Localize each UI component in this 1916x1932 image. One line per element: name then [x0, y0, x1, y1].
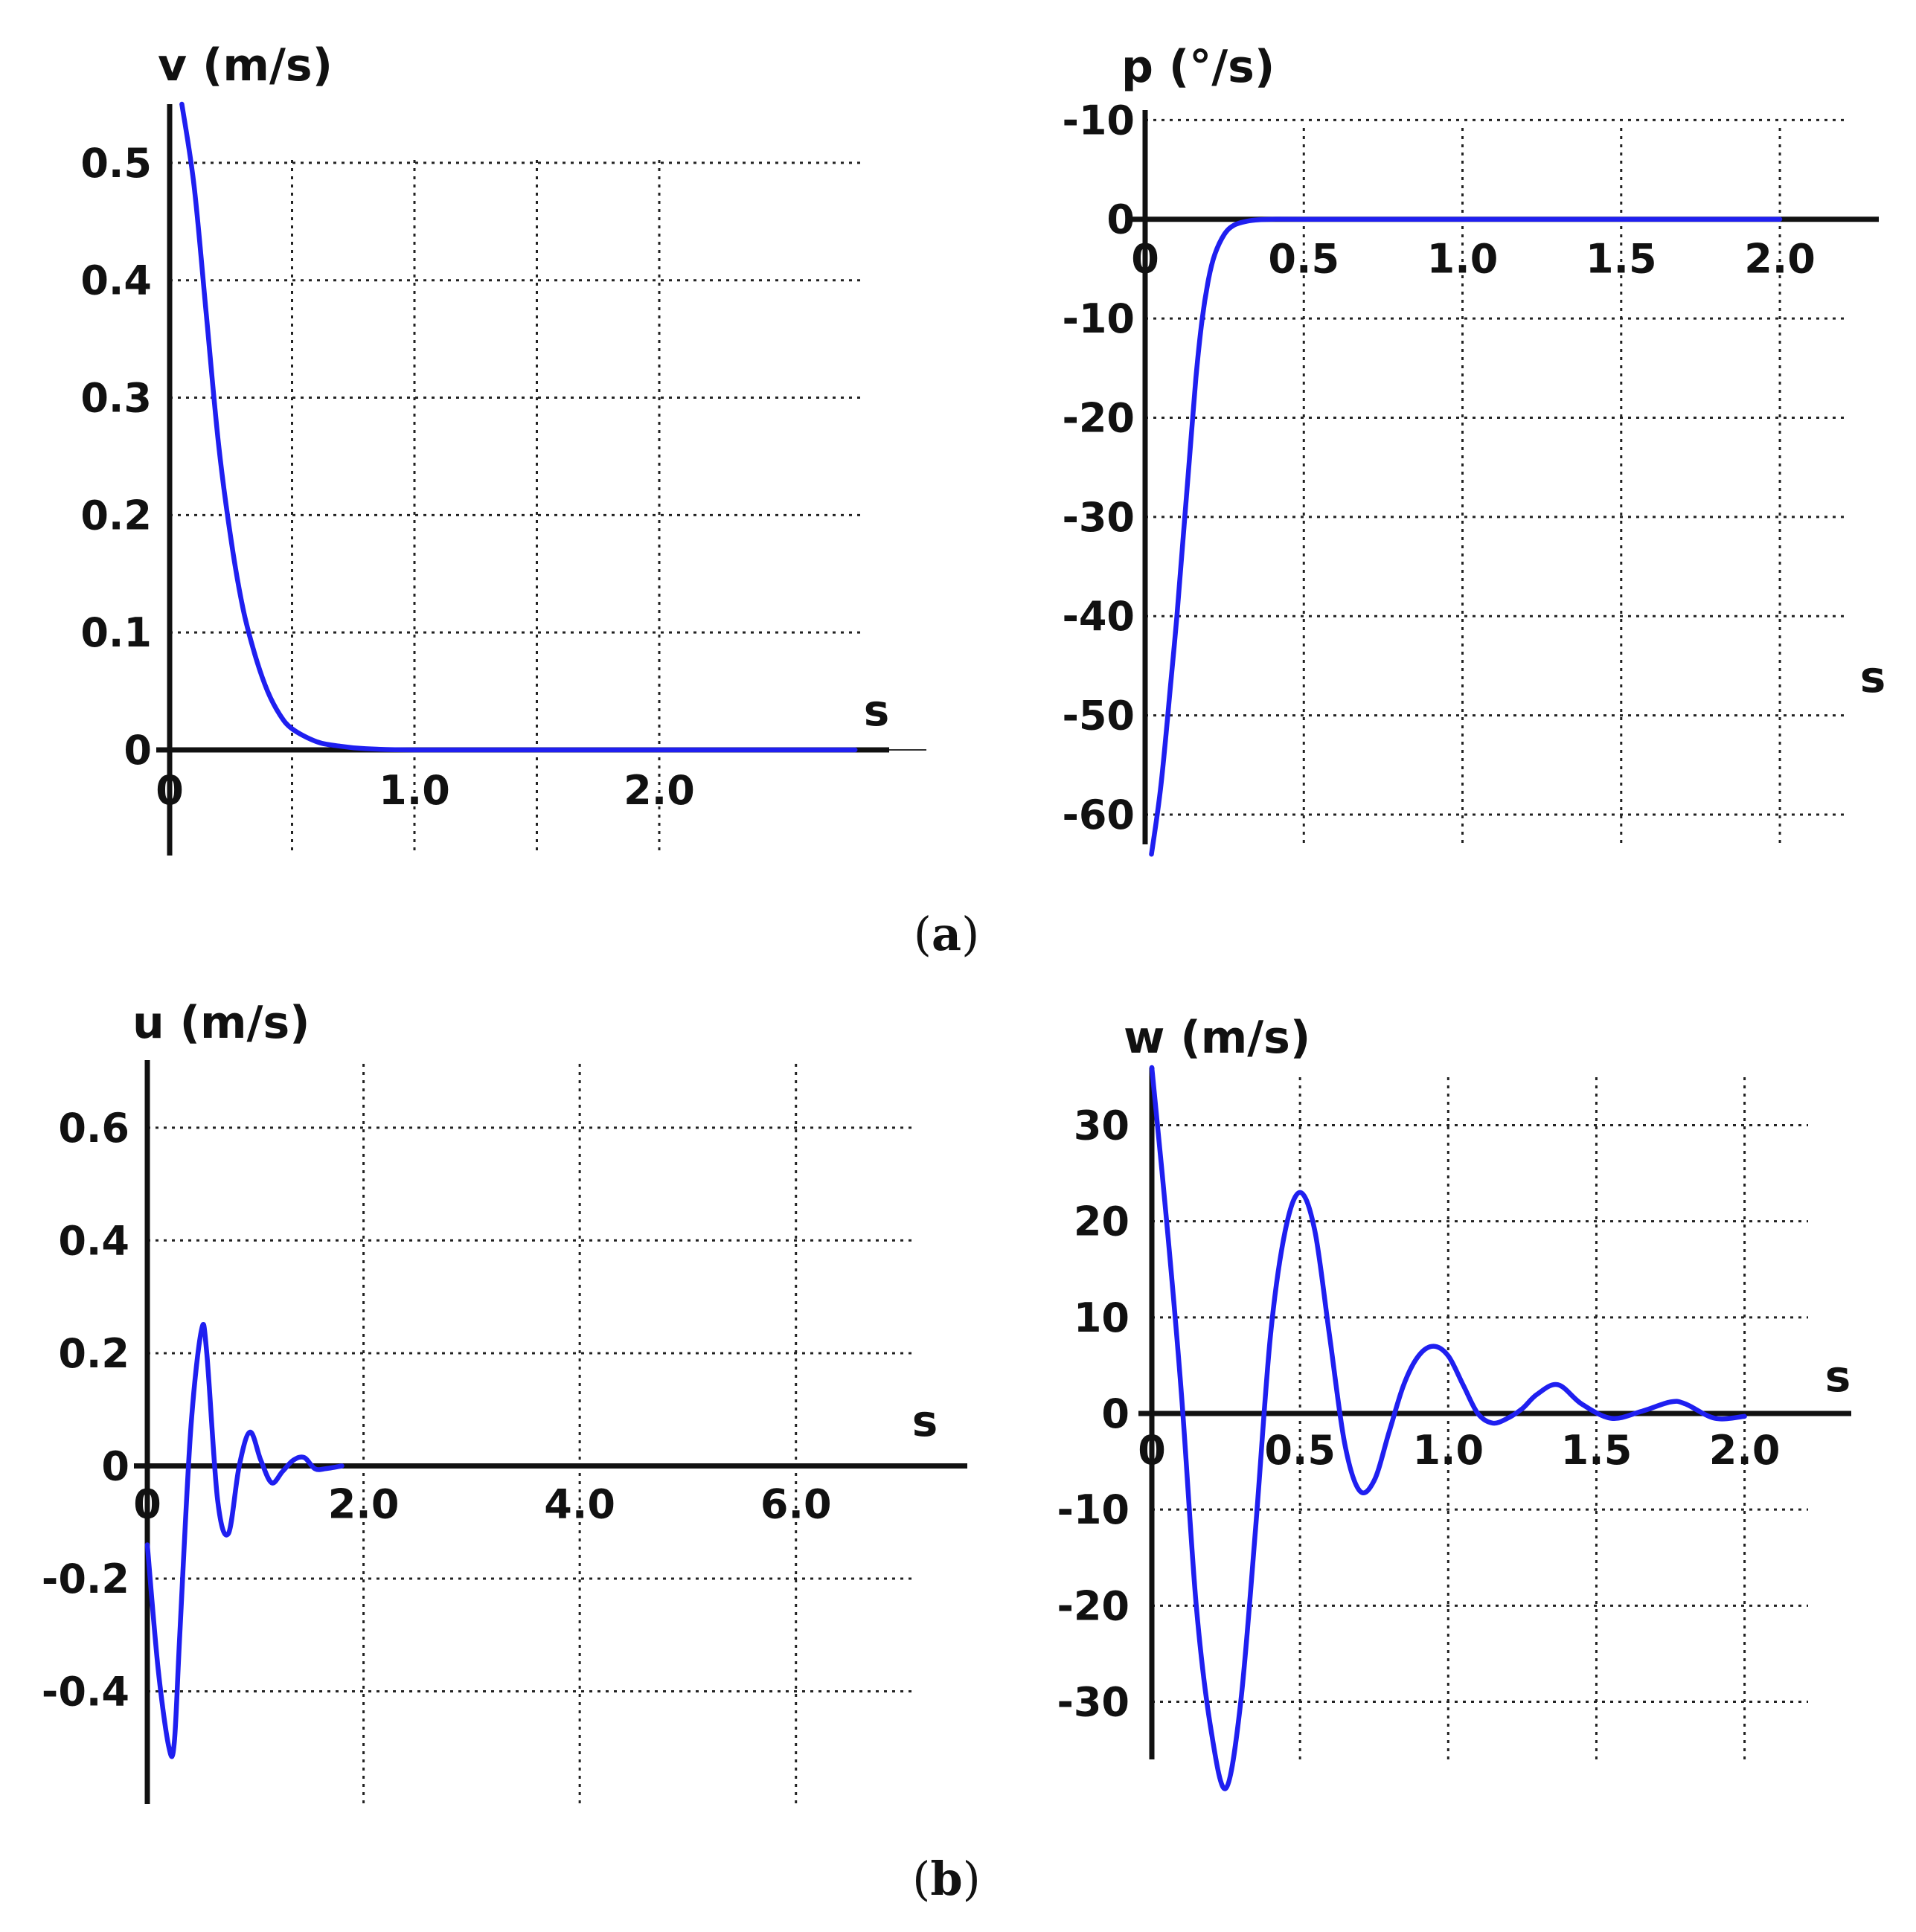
x-axis-unit-label: s	[912, 1396, 938, 1446]
x-axis-unit-label: s	[864, 685, 890, 736]
y-tick-label: -40	[1062, 593, 1135, 640]
y-tick-label: -20	[1062, 394, 1135, 441]
y-axis-title: v (m/s)	[158, 39, 333, 92]
chart-u-velocity: -0.4-0.200.20.40.60 2.0 4.0 6.0u (m/s)s	[42, 997, 967, 1804]
y-tick-label: 0.5	[80, 140, 152, 187]
y-tick-label: -10	[1057, 1486, 1130, 1533]
series-line	[1149, 216, 1783, 857]
y-tick-label: 20	[1074, 1198, 1130, 1245]
series-line	[179, 101, 858, 753]
x-tick-label: 0	[156, 767, 184, 814]
caption-a: (a)	[914, 907, 980, 961]
y-tick-label: 0.4	[58, 1217, 129, 1264]
y-tick-label: -30	[1062, 494, 1135, 541]
y-tick-label: -50	[1062, 693, 1135, 739]
y-tick-label: 0.3	[80, 375, 152, 422]
y-tick-label: 0	[1106, 196, 1135, 243]
x-tick-label: 0	[133, 1480, 161, 1527]
y-tick-label: 0.2	[58, 1330, 129, 1377]
y-tick-label: 0.2	[80, 492, 152, 539]
series-line	[1149, 1065, 1747, 1791]
x-tick-label: 1.5	[1586, 236, 1657, 283]
x-tick-label: 0.5	[1268, 236, 1339, 283]
y-tick-label: 0.4	[80, 257, 152, 304]
x-tick-label: 0	[1131, 236, 1159, 283]
y-tick-label: 0.6	[58, 1105, 129, 1152]
y-tick-label: 0.1	[80, 609, 152, 656]
x-tick-label: 0	[1138, 1427, 1166, 1474]
y-axis-title: u (m/s)	[132, 997, 310, 1049]
y-axis-title: w (m/s)	[1124, 1012, 1310, 1064]
x-tick-label: 0.5	[1264, 1427, 1336, 1474]
x-tick-label: 1.0	[1427, 236, 1499, 283]
y-tick-label: 0	[124, 727, 152, 774]
y-tick-label: 10	[1074, 1294, 1130, 1341]
y-tick-label: -20	[1057, 1582, 1130, 1629]
x-tick-label: 2.0	[1744, 236, 1816, 283]
y-tick-label: -10	[1062, 97, 1135, 144]
y-axis-title: p (°/s)	[1121, 41, 1275, 93]
x-axis-unit-label: s	[1825, 1351, 1851, 1402]
x-tick-label: 1.5	[1561, 1427, 1633, 1474]
caption-b: (b)	[912, 1852, 981, 1906]
x-tick-label: 1.0	[379, 767, 450, 814]
y-tick-label: -30	[1057, 1679, 1130, 1726]
y-tick-label: -0.2	[42, 1556, 129, 1602]
y-tick-label: -0.4	[42, 1668, 129, 1715]
x-tick-label: 2.0	[328, 1480, 400, 1527]
x-axis-unit-label: s	[1860, 652, 1886, 702]
series-line	[144, 1321, 345, 1759]
y-tick-label: -10	[1062, 295, 1135, 342]
y-tick-label: 0	[1101, 1390, 1130, 1437]
x-tick-label: 6.0	[760, 1480, 832, 1527]
x-tick-label: 2.0	[1709, 1427, 1781, 1474]
y-tick-label: -60	[1062, 792, 1135, 838]
chart-v-velocity: 0 0.1 0.2 0.3 0.4 0.5 0 1.0 2.0 v (m/s) s	[80, 39, 926, 856]
chart-p-roll-rate: -60 -50 -40 -30 -20 -10 0 -10 0 0.5 1.0 1.5 2.0 p (°/…	[1062, 41, 1886, 857]
x-tick-label: 4.0	[544, 1480, 615, 1527]
x-tick-label: 2.0	[624, 767, 695, 814]
y-tick-label: 0	[101, 1442, 129, 1489]
x-tick-label: 1.0	[1412, 1427, 1484, 1474]
y-tick-label: 30	[1074, 1103, 1130, 1149]
